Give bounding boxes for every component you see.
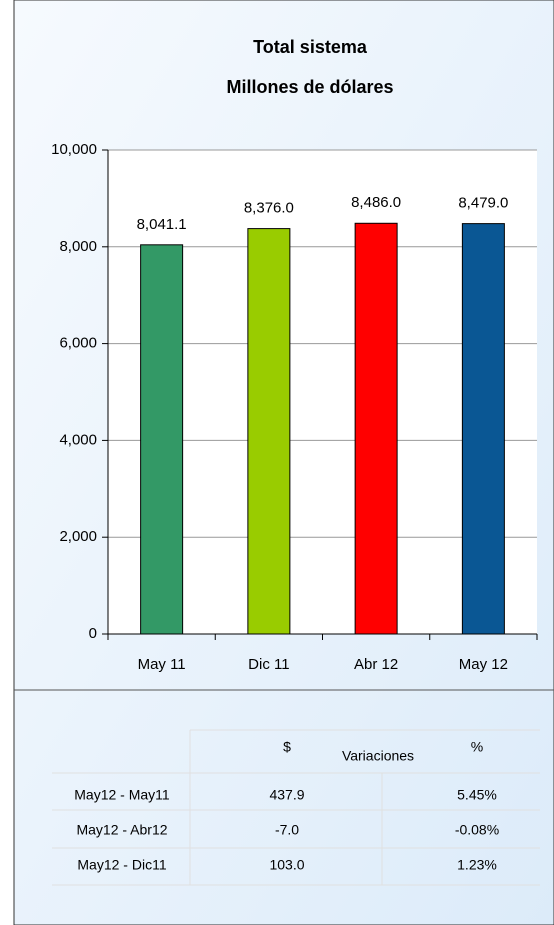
table-grid [52, 729, 540, 886]
y-tick-label: 8,000 [59, 238, 97, 255]
data-label: 8,376.0 [244, 200, 294, 217]
bar [354, 222, 398, 635]
data-label: 8,486.0 [351, 194, 401, 211]
y-tick-label: 6,000 [59, 335, 97, 352]
table-cell: May12 - Abr12 [76, 822, 167, 838]
chart-subtitle: Millones de dólares [226, 77, 393, 97]
data-label: 8,479.0 [458, 195, 508, 212]
bar [140, 244, 184, 635]
table-cell: 1.23% [457, 857, 497, 873]
table-cell: 103.0 [269, 857, 304, 873]
x-tick-label: Dic 11 [248, 656, 289, 673]
y-tick-label: 4,000 [59, 431, 97, 448]
table-header: % [471, 739, 483, 755]
table-cell: May12 - Dic11 [77, 857, 166, 873]
x-tick-label: Abr 12 [354, 656, 398, 673]
y-tick-label: 0 [89, 625, 97, 642]
table-cell: -7.0 [275, 822, 299, 838]
table-cell: May12 - May11 [74, 787, 170, 803]
bar [461, 223, 505, 635]
table-header: $ [283, 739, 291, 755]
table-cell: 437.9 [269, 787, 304, 803]
x-tick-label: May 11 [138, 656, 186, 673]
bar [247, 228, 291, 635]
table-header: Variaciones [342, 748, 414, 764]
y-tick-label: 2,000 [59, 528, 97, 545]
y-tick-label: 10,000 [51, 141, 97, 158]
table-cell: 5.45% [457, 787, 497, 803]
data-label: 8,041.1 [137, 216, 187, 233]
table-cell: -0.08% [455, 822, 499, 838]
x-tick-label: May 12 [459, 656, 508, 673]
chart-title: Total sistema [253, 37, 368, 57]
